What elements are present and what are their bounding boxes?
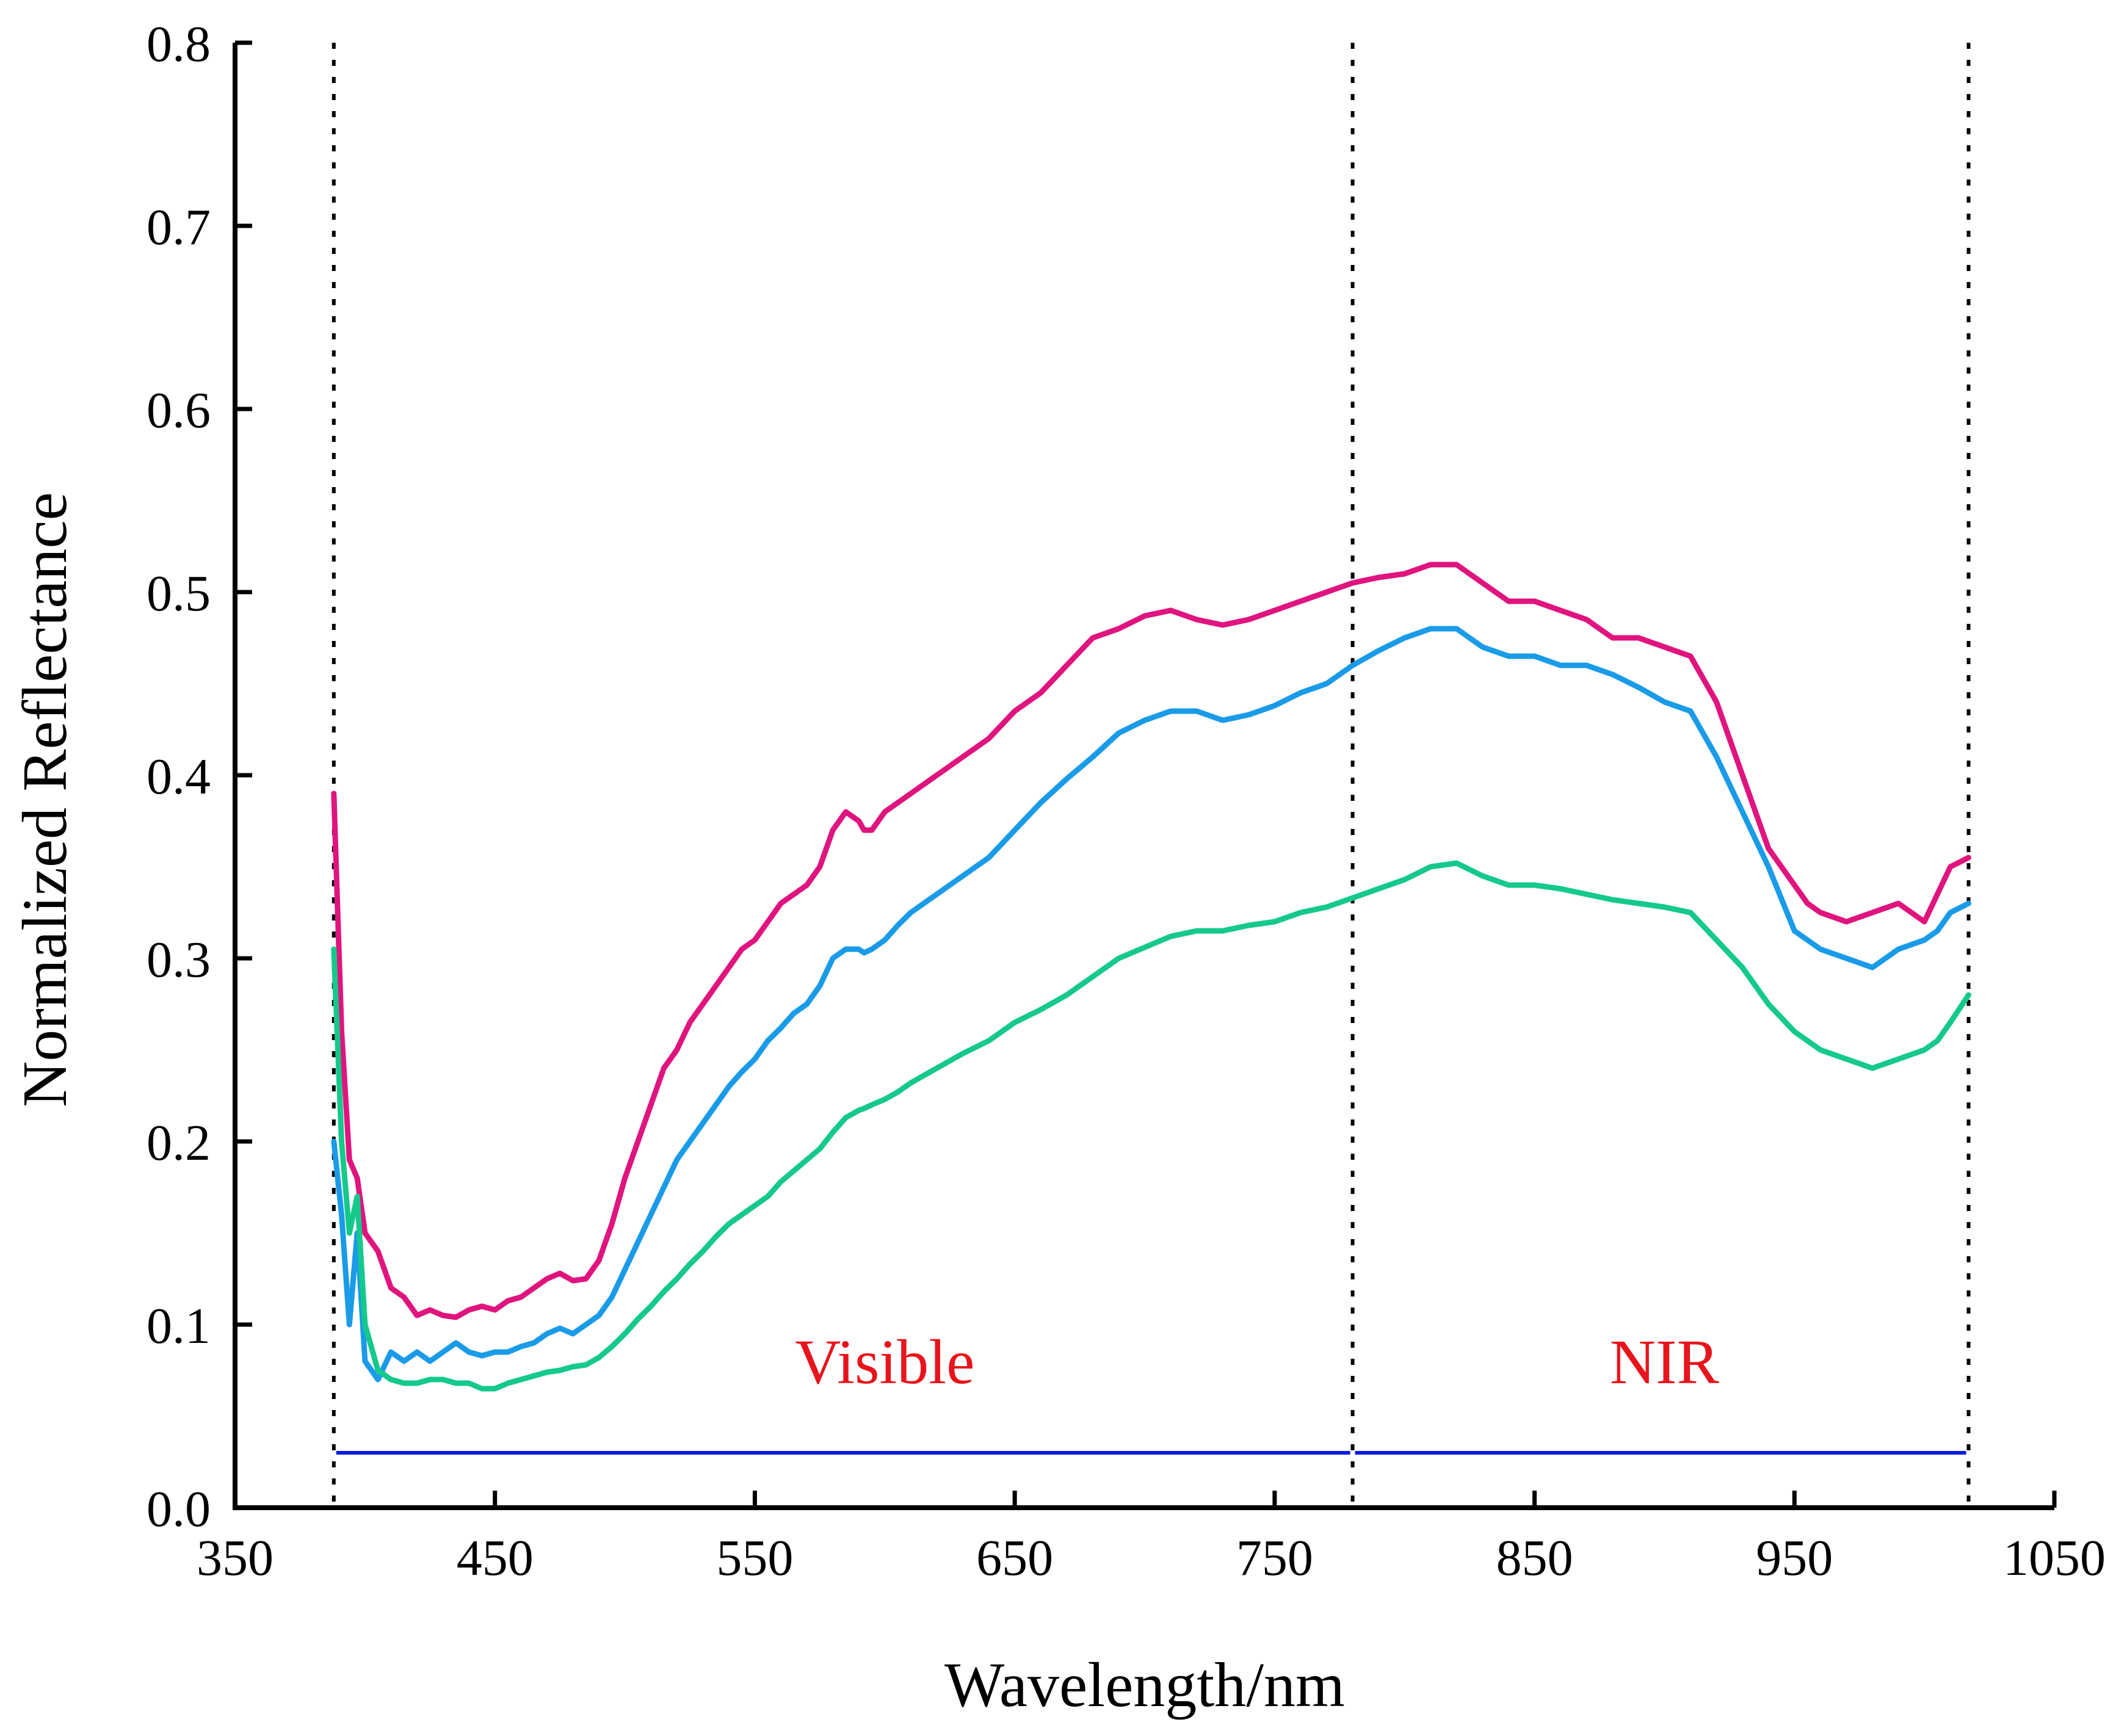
spectral-curves xyxy=(331,562,1971,1392)
x-tick-label: 450 xyxy=(457,1530,534,1586)
y-tick-label: 0.5 xyxy=(147,565,211,622)
axes xyxy=(233,43,2054,1510)
region-divider-lines xyxy=(332,43,1971,1508)
x-tick-label: 650 xyxy=(976,1530,1053,1586)
x-tick-label: 950 xyxy=(1756,1530,1833,1586)
series-green xyxy=(331,860,1971,1392)
y-tick-label: 0.4 xyxy=(147,748,211,805)
region-label-visible: Visible xyxy=(795,1327,974,1397)
x-tick-label: 350 xyxy=(197,1530,274,1586)
x-tick-label: 1050 xyxy=(2003,1530,2106,1586)
x-tick-label: 550 xyxy=(716,1530,793,1586)
y-tick-label: 0.7 xyxy=(147,199,211,256)
y-tick-label: 0.6 xyxy=(147,382,211,439)
ticks: 350 450 550 650 750 850 950 1050 0.0 0.1 0.2 0.3 0.4… xyxy=(147,16,2106,1586)
x-axis-title: Wavelength/nm xyxy=(944,1650,1345,1720)
region-arrows: Visible NIR xyxy=(336,1327,1967,1455)
y-tick-label: 0.1 xyxy=(147,1298,211,1354)
region-label-nir: NIR xyxy=(1610,1327,1720,1397)
y-axis-title: Normalized Reflectance xyxy=(10,492,80,1107)
y-tick-label: 0.0 xyxy=(147,1481,211,1538)
x-tick-label: 750 xyxy=(1236,1530,1313,1586)
x-tick-label: 850 xyxy=(1496,1530,1573,1586)
y-tick-label: 0.8 xyxy=(147,16,211,73)
y-tick-label: 0.3 xyxy=(147,931,211,988)
y-tick-label: 0.2 xyxy=(147,1115,211,1171)
series-magenta xyxy=(331,562,1971,1320)
series-blue xyxy=(331,626,1971,1383)
labels: Wavelength/nm Normalized Reflectance xyxy=(10,492,1345,1720)
